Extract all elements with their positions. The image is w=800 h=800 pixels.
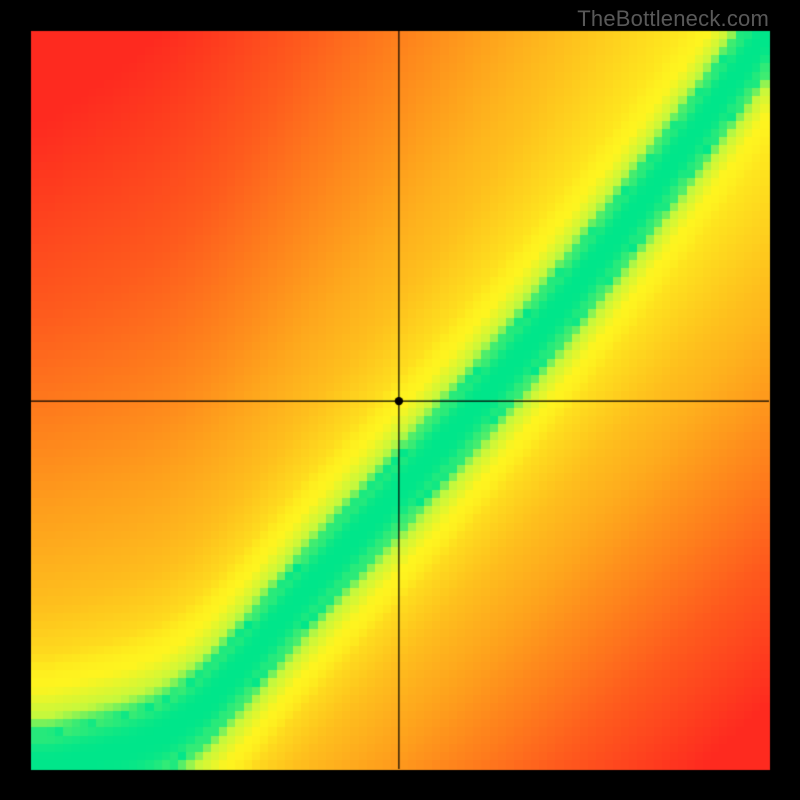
watermark-text: TheBottleneck.com: [577, 6, 769, 32]
bottleneck-heatmap: [0, 0, 800, 800]
